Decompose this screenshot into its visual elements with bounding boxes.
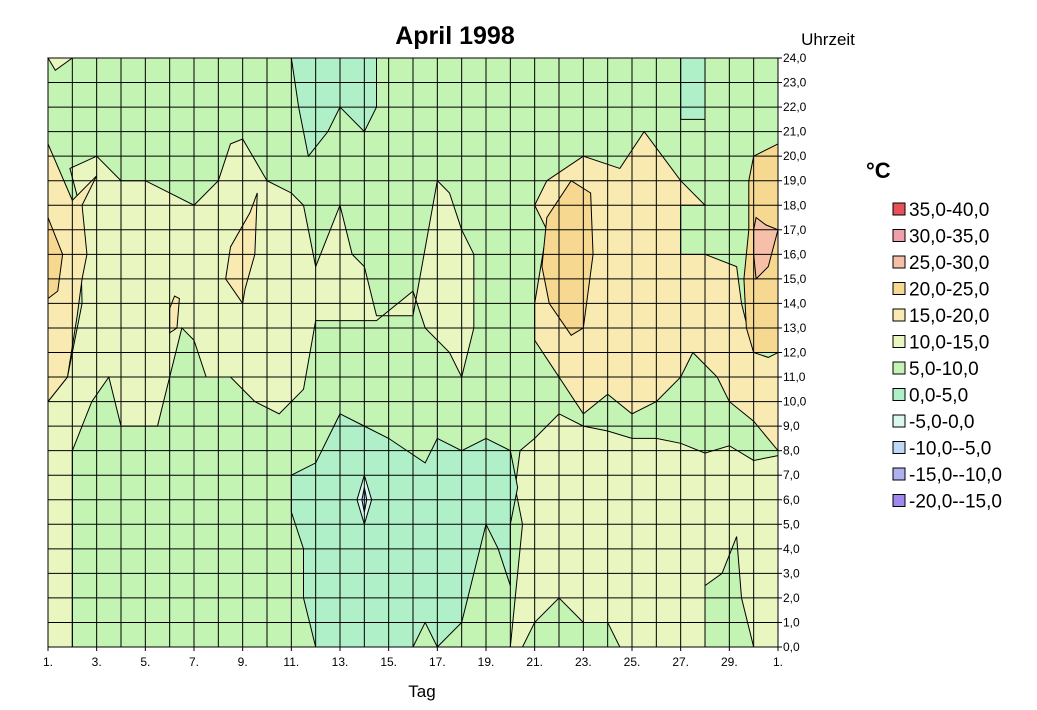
x-tick-label: 21.	[526, 655, 543, 669]
legend-label: 15,0-20,0	[909, 306, 989, 327]
x-tick-label: 27.	[672, 655, 689, 669]
y-tick-label: 3,0	[783, 566, 800, 580]
y-tick-label: 12,0	[783, 346, 807, 360]
x-tick-label: 5.	[140, 655, 150, 669]
legend-title: °C	[866, 158, 891, 183]
y-tick-label: 13,0	[783, 321, 807, 335]
x-tick-label: 1.	[773, 655, 783, 669]
chart-title: April 1998	[395, 22, 515, 50]
y-tick-label: 24,0	[783, 51, 807, 65]
legend-label: -20,0--15,0	[909, 492, 1002, 513]
y-tick-label: 20,0	[783, 149, 807, 163]
legend-swatch	[892, 335, 906, 348]
y-tick-label: 21,0	[783, 125, 807, 139]
contour-region-2	[225, 192, 258, 305]
y-tick-label: 11,0	[783, 370, 806, 384]
legend-swatch	[892, 229, 906, 242]
y-tick-label: 19,0	[783, 174, 807, 188]
legend-swatch	[892, 255, 906, 269]
x-tick-label: 7.	[189, 655, 199, 669]
legend-swatch	[892, 494, 906, 507]
x-tick-label: 11.	[283, 655, 299, 669]
y-tick-label: 5,0	[783, 517, 800, 531]
y-tick-label: 8,0	[783, 444, 800, 458]
y-tick-label: 0,0	[783, 640, 800, 654]
legend-label: 20,0-25,0	[909, 280, 989, 301]
legend-label: 10,0-15,0	[909, 333, 989, 354]
x-tick-label: 9.	[238, 655, 248, 669]
contour-region-3	[169, 295, 180, 334]
legend: °C 35,0-40,0 30,0-35,0 25,0-30,0 20,0-25,0 1…	[866, 158, 1002, 513]
y-tick-label: 1,0	[783, 615, 800, 629]
x-tick-label: 1.	[43, 655, 53, 669]
x-tick-label: 15.	[380, 655, 397, 669]
legend-label: 25,0-30,0	[909, 253, 989, 274]
y-tick-label: 9,0	[783, 419, 800, 433]
legend-swatch	[892, 441, 906, 454]
y-tick-label: 23,0	[783, 76, 807, 90]
legend-swatch	[892, 361, 906, 375]
x-tick-label: 3.	[92, 655, 102, 669]
legend-label: -10,0--5,0	[909, 439, 991, 460]
x-axis-label: Tag	[408, 682, 435, 701]
legend-label: 0,0-5,0	[909, 386, 968, 407]
y-axis: 0,0 1,0 2,0 3,0 4,0 5,0 6,0 7,0 8,0 9,0 10,0 11,0 12…	[778, 51, 807, 654]
x-tick-label: 29.	[721, 655, 738, 669]
y-tick-label: 15,0	[783, 272, 807, 286]
y-tick-label: 14,0	[783, 296, 807, 310]
y-tick-label: 22,0	[783, 100, 807, 114]
x-tick-label: 13.	[332, 655, 349, 669]
y-tick-label: 6,0	[783, 493, 800, 507]
x-tick-label: 19.	[478, 655, 495, 669]
legend-swatch	[892, 308, 906, 322]
y-tick-label: 10,0	[783, 395, 807, 409]
legend-swatch	[892, 282, 906, 295]
x-tick-label: 25.	[624, 655, 641, 669]
x-tick-label: 17.	[429, 655, 446, 669]
y-tick-label: 7,0	[783, 468, 800, 482]
y-tick-label: 4,0	[783, 542, 800, 556]
legend-swatch	[892, 467, 906, 481]
x-tick-label: 23.	[575, 655, 592, 669]
contour-region-10	[680, 57, 706, 120]
y-tick-label: 17,0	[783, 223, 807, 237]
legend-label: 35,0-40,0	[909, 200, 989, 221]
legend-label: -15,0--10,0	[909, 465, 1002, 486]
legend-swatch	[892, 202, 906, 216]
y-tick-label: 18,0	[783, 198, 807, 212]
legend-label: 30,0-35,0	[909, 227, 989, 248]
legend-label: 5,0-10,0	[909, 359, 979, 380]
legend-swatch	[892, 414, 906, 428]
plot-area	[47, 57, 779, 648]
legend-swatch	[892, 388, 906, 401]
y-axis-label: Uhrzeit	[801, 30, 855, 49]
y-tick-label: 16,0	[783, 247, 807, 261]
legend-label: -5,0-0,0	[909, 412, 974, 433]
x-axis: 1. 3. 5. 7. 9. 11. 13. 15. 17. 19. 21. 23. 25. 27. 29.…	[43, 647, 783, 669]
y-tick-label: 2,0	[783, 591, 800, 605]
